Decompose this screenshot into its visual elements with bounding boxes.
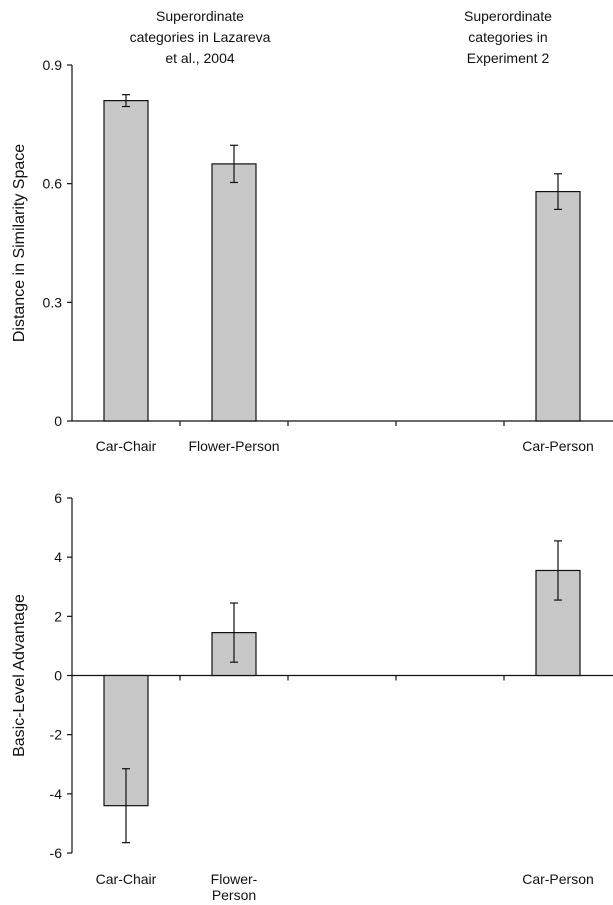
bar bbox=[535, 190, 581, 422]
y-axis-label: Basic-Level Advantage bbox=[11, 594, 28, 757]
y-tick-label: 0.6 bbox=[43, 176, 63, 192]
y-tick-label: -6 bbox=[50, 845, 63, 861]
x-category-label: Flower-Person bbox=[188, 438, 279, 454]
x-category-label: Flower- bbox=[211, 871, 258, 887]
y-tick-label: 6 bbox=[54, 490, 62, 506]
y-tick-label: 2 bbox=[54, 608, 62, 624]
x-category-label: Car-Person bbox=[522, 438, 594, 454]
y-tick-label: 4 bbox=[54, 549, 62, 565]
x-category-label: Car-Chair bbox=[96, 438, 157, 454]
annotation-line: Experiment 2 bbox=[467, 50, 550, 66]
x-category-label: Person bbox=[212, 887, 256, 903]
top-bar-chart: 0 0.3 0.6 0.9 Distance in Similarity Space Ca… bbox=[11, 57, 613, 454]
y-tick-label: -4 bbox=[50, 786, 63, 802]
y-tick-label: 0.9 bbox=[43, 57, 63, 73]
annotation-line: et al., 2004 bbox=[165, 50, 234, 66]
x-category-label: Car-Chair bbox=[96, 871, 157, 887]
annotation-line: Superordinate bbox=[464, 8, 552, 24]
annotation-line: categories in bbox=[468, 29, 547, 45]
y-tick-label: 0.3 bbox=[43, 294, 63, 310]
top-annotation-left: Superordinate categories in Lazareva et … bbox=[130, 8, 271, 66]
annotation-line: categories in Lazareva bbox=[130, 29, 271, 45]
top-annotation-right: Superordinate categories in Experiment 2 bbox=[464, 8, 552, 66]
x-category-label: Car-Person bbox=[522, 871, 594, 887]
bar bbox=[211, 163, 257, 422]
annotation-line: Superordinate bbox=[156, 8, 244, 24]
y-axis-label: Distance in Similarity Space bbox=[11, 144, 28, 342]
y-tick-label: -2 bbox=[50, 727, 63, 743]
y-tick-label: 0 bbox=[54, 413, 62, 429]
bottom-bar-chart: -6 -4 -2 0 2 4 6 Basic-Level Advantage Car-Chair… bbox=[11, 490, 613, 903]
y-tick-label: 0 bbox=[54, 668, 62, 684]
bar bbox=[103, 99, 149, 422]
